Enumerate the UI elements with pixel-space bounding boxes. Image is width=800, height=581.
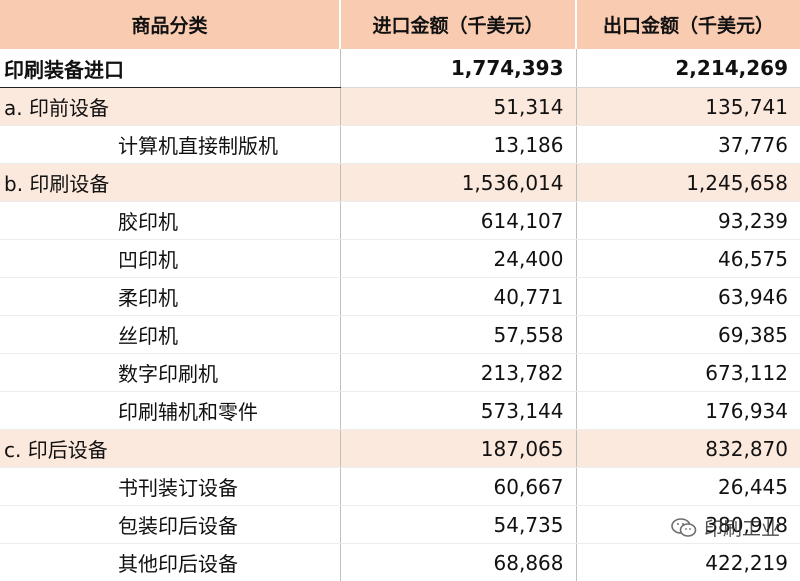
row-import: 614,107	[340, 202, 576, 240]
row-export: 176,934	[576, 392, 800, 430]
watermark: 印刷工业	[670, 514, 780, 541]
row-export: 69,385	[576, 316, 800, 354]
table-row: 印刷辅机和零件 573,144 176,934	[0, 392, 800, 430]
row-export: 26,445	[576, 468, 800, 506]
row-export: 135,741	[576, 88, 800, 126]
row-import: 54,735	[340, 506, 576, 544]
row-export: 422,219	[576, 544, 800, 581]
row-import: 573,144	[340, 392, 576, 430]
row-export: 1,245,658	[576, 164, 800, 202]
table-row: 计算机直接制版机 13,186 37,776	[0, 126, 800, 164]
row-name: c. 印后设备	[0, 430, 340, 468]
total-row: 印刷装备进口 1,774,393 2,214,269	[0, 49, 800, 88]
watermark-text: 印刷工业	[704, 514, 780, 541]
row-name: 印刷辅机和零件	[0, 392, 340, 430]
row-name: 凹印机	[0, 240, 340, 278]
row-import: 13,186	[340, 126, 576, 164]
table-row: 数字印刷机 213,782 673,112	[0, 354, 800, 392]
row-name: a. 印前设备	[0, 88, 340, 126]
header-row: 商品分类 进口金额（千美元） 出口金额（千美元）	[0, 0, 800, 49]
row-import: 1,536,014	[340, 164, 576, 202]
table-row: 凹印机 24,400 46,575	[0, 240, 800, 278]
row-export: 63,946	[576, 278, 800, 316]
table-row: 丝印机 57,558 69,385	[0, 316, 800, 354]
wechat-icon	[670, 517, 698, 539]
row-export: 2,214,269	[576, 49, 800, 88]
header-category: 商品分类	[0, 0, 340, 49]
row-export: 37,776	[576, 126, 800, 164]
row-name: 数字印刷机	[0, 354, 340, 392]
table-row: a. 印前设备 51,314 135,741	[0, 88, 800, 126]
row-export: 832,870	[576, 430, 800, 468]
row-name: 柔印机	[0, 278, 340, 316]
row-import: 51,314	[340, 88, 576, 126]
row-import: 187,065	[340, 430, 576, 468]
row-import: 213,782	[340, 354, 576, 392]
table-row: 其他印后设备 68,868 422,219	[0, 544, 800, 581]
row-export: 673,112	[576, 354, 800, 392]
row-import: 68,868	[340, 544, 576, 581]
row-export: 46,575	[576, 240, 800, 278]
table-row: 胶印机 614,107 93,239	[0, 202, 800, 240]
row-import: 60,667	[340, 468, 576, 506]
row-name: 书刊装订设备	[0, 468, 340, 506]
row-name: b. 印刷设备	[0, 164, 340, 202]
row-import: 1,774,393	[340, 49, 576, 88]
row-name: 印刷装备进口	[0, 49, 340, 88]
table-row: 柔印机 40,771 63,946	[0, 278, 800, 316]
row-import: 24,400	[340, 240, 576, 278]
row-import: 40,771	[340, 278, 576, 316]
table-row: c. 印后设备 187,065 832,870	[0, 430, 800, 468]
table-row: b. 印刷设备 1,536,014 1,245,658	[0, 164, 800, 202]
header-import: 进口金额（千美元）	[340, 0, 576, 49]
row-export: 93,239	[576, 202, 800, 240]
table-row: 书刊装订设备 60,667 26,445	[0, 468, 800, 506]
header-export: 出口金额（千美元）	[576, 0, 800, 49]
row-name: 胶印机	[0, 202, 340, 240]
row-name: 丝印机	[0, 316, 340, 354]
row-name: 包装印后设备	[0, 506, 340, 544]
row-name: 其他印后设备	[0, 544, 340, 581]
row-import: 57,558	[340, 316, 576, 354]
row-name: 计算机直接制版机	[0, 126, 340, 164]
